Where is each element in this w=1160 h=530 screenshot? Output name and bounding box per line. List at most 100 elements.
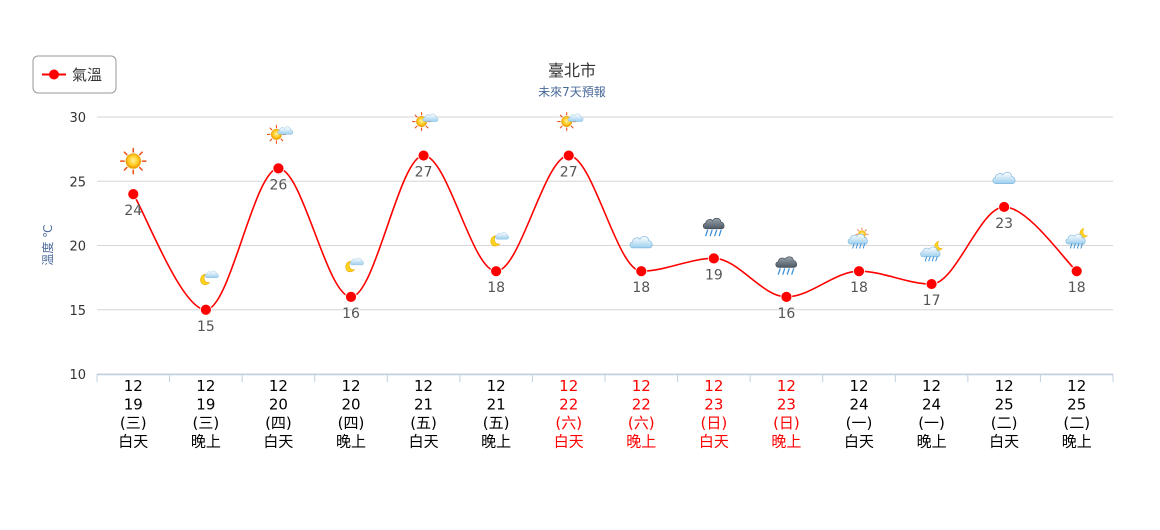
x-tick-label: 白天 [989,433,1019,451]
data-point[interactable] [490,265,503,278]
x-tick-label: 24 [849,396,868,414]
data-labels: 24 15 26 16 27 18 27 18 19 16 18 17 23 18 [124,165,1085,335]
moon-cloud-rain-icon [920,241,943,262]
legend[interactable]: 氣溫 [32,55,117,94]
data-label: 18 [632,280,650,296]
y-tick-label: 25 [69,175,86,190]
moon-cloud-icon [345,257,364,273]
x-tick-label: 24 [922,396,941,414]
y-tick-label: 15 [69,304,86,319]
x-tick-label: 12 [632,377,651,395]
sunny-icon [119,147,147,175]
data-label: 17 [923,293,941,309]
x-tick-label: 20 [341,396,360,414]
x-tick-label: 晚上 [336,433,366,451]
x-tick-label: 12 [922,377,941,395]
x-tick-label: (二) [991,414,1018,432]
data-point[interactable] [780,290,793,303]
y-tick-label: 10 [69,368,86,383]
x-tick-label: 12 [559,377,578,395]
y-axis-label: 溫度 ℃ [40,224,55,265]
weather-icons [119,112,1088,285]
data-point[interactable] [707,252,720,265]
x-tick-label: (四) [265,414,292,432]
data-point[interactable] [127,188,140,201]
data-point[interactable] [925,278,938,290]
gridlines [97,116,1113,375]
x-tick-label: 12 [849,377,868,395]
x-tick-label: 19 [196,396,215,414]
x-tick-label: 晚上 [771,433,801,451]
chart-subtitle: 未來7天預報 [538,85,606,99]
x-tick-label: 晚上 [917,433,947,451]
y-axis: 10 15 20 25 30 [69,111,86,383]
x-tick-label: 12 [341,377,360,395]
x-tick-label: 12 [487,377,506,395]
x-tick-label: 12 [414,377,433,395]
data-point[interactable] [1070,265,1083,278]
data-label: 18 [850,280,868,296]
y-tick-label: 30 [69,111,86,126]
x-tick-label: 12 [124,377,143,395]
data-point[interactable] [853,265,865,278]
data-point[interactable] [199,303,212,316]
x-tick-label: 21 [414,396,433,414]
sun-cloud-icon [557,112,584,132]
temperature-series [127,149,1083,316]
data-point[interactable] [417,149,430,162]
x-tick-label: 12 [704,377,723,395]
data-point[interactable] [562,149,575,162]
x-tick-label: (二) [1063,414,1090,432]
data-label: 24 [124,203,142,219]
cloudy-icon [629,236,653,249]
data-label: 15 [197,319,215,335]
sun-cloud-icon [266,124,294,144]
x-tick-label: 白天 [118,433,148,451]
x-tick-label: 25 [1067,396,1086,414]
x-tick-label: 晚上 [191,433,221,451]
moon-cloud-icon [200,270,219,285]
data-point[interactable] [345,290,357,303]
x-tick-label: (一) [918,414,945,432]
data-point[interactable] [272,162,285,175]
moon-cloud-icon [490,232,509,247]
x-tick-label: 晚上 [626,433,656,451]
y-tick-label: 20 [69,240,86,255]
x-tick-label: 25 [995,396,1014,414]
data-label: 18 [487,280,505,296]
x-tick-label: 白天 [409,433,439,451]
data-label: 18 [1068,280,1086,296]
x-axis: 1219(三)白天1219(三)晚上1220(四)白天1220(四)晚上1221… [96,373,1114,451]
data-label: 27 [560,165,578,181]
data-point[interactable] [998,201,1011,213]
x-tick-label: (一) [846,414,873,432]
data-label: 26 [270,177,288,193]
x-tick-label: 22 [632,396,651,414]
x-tick-label: (日) [773,414,800,432]
x-tick-label: (三) [192,414,219,432]
x-tick-label: 23 [704,396,723,414]
data-label: 27 [415,165,433,181]
x-tick-label: 12 [269,377,288,395]
x-tick-label: 12 [995,377,1014,395]
storm-rain-icon [775,256,798,275]
data-point[interactable] [635,265,648,278]
x-tick-label: 白天 [263,433,293,451]
x-tick-label: 23 [777,396,796,414]
x-tick-label: 12 [1067,377,1086,395]
data-label: 16 [778,306,796,322]
x-tick-label: 21 [487,396,506,414]
chart-title: 臺北市 [548,61,596,80]
